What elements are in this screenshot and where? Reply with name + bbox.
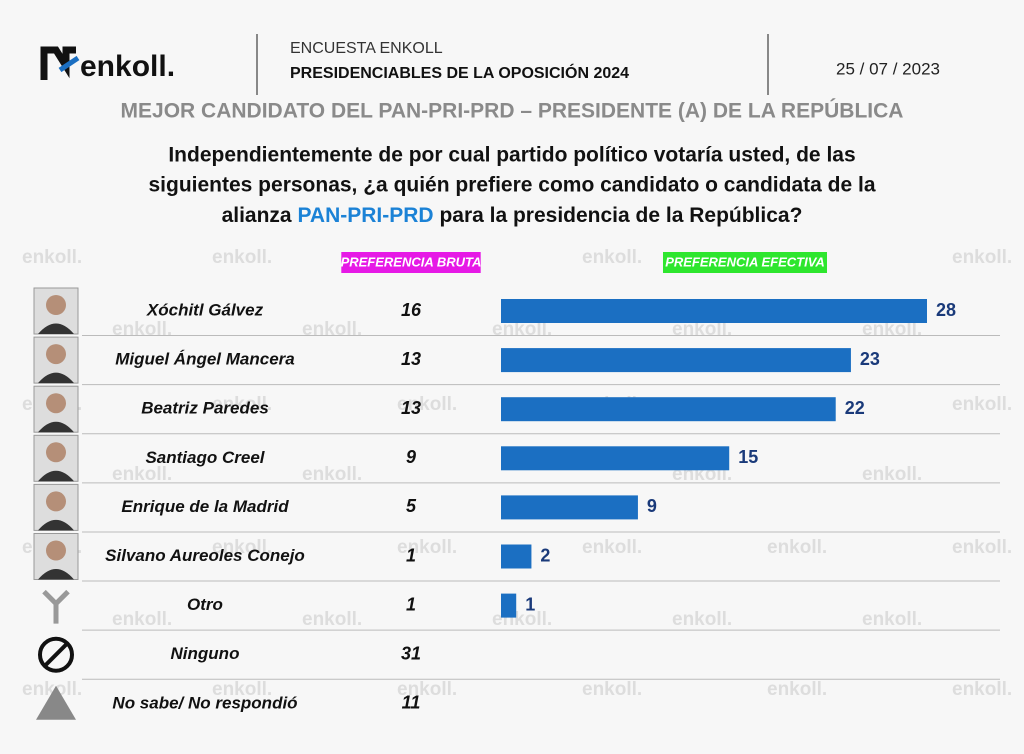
chart-title: MEJOR CANDIDATO DEL PAN-PRI-PRD – PRESID… (121, 99, 904, 123)
avatar-head (46, 295, 66, 315)
avatar-body (38, 421, 74, 433)
bar (501, 544, 532, 569)
watermark: enkoll. (397, 394, 457, 415)
avatar-body (38, 372, 74, 384)
bar (501, 397, 836, 422)
watermark: enkoll. (672, 319, 732, 340)
watermark: enkoll. (582, 537, 642, 558)
watermark: enkoll. (212, 679, 272, 700)
question-part: alianza (222, 204, 292, 227)
category-label: Ninguno (171, 644, 240, 663)
watermark: enkoll. (212, 247, 272, 268)
header-title: PRESIDENCIABLES DE LA OPOSICIÓN 2024 (290, 63, 629, 82)
watermark: enkoll. (212, 537, 272, 558)
watermark: enkoll. (582, 679, 642, 700)
watermark: enkoll. (767, 537, 827, 558)
bar-label: 15 (738, 447, 758, 467)
icon-unknown (36, 685, 76, 720)
question-line: Independientemente de por cual partido p… (168, 144, 855, 167)
question-part: para la presidencia de la República? (439, 204, 802, 227)
value-text: 16 (401, 300, 422, 320)
category-label: Silvano Aureoles Conejo (105, 546, 305, 565)
watermark: enkoll. (22, 679, 82, 700)
watermark: enkoll. (952, 247, 1012, 268)
category-label: Otro (187, 595, 223, 614)
watermark: enkoll. (302, 319, 362, 340)
icon-none (38, 636, 74, 673)
watermark: enkoll. (862, 464, 922, 485)
watermark: enkoll. (112, 464, 172, 485)
value-text: 13 (401, 398, 421, 418)
category-label: Xóchitl Gálvez (146, 300, 264, 319)
avatar-head (46, 344, 66, 365)
bar (501, 348, 851, 373)
avatar-head (46, 442, 66, 463)
watermark: enkoll. (862, 609, 922, 630)
logo-accent (58, 55, 80, 73)
icon-arrows (42, 589, 70, 624)
bar (501, 299, 927, 323)
legend-label: PREFERENCIA BRUTA (341, 254, 482, 269)
watermark: enkoll. (112, 319, 172, 340)
question-line: alianza PAN-PRI-PRD para la presidencia … (222, 204, 803, 227)
avatar-body (38, 569, 74, 580)
value-text: 31 (401, 643, 421, 663)
avatar-head (46, 540, 66, 561)
bar (501, 446, 730, 471)
question-line: siguientes personas, ¿a quién prefiere c… (148, 174, 875, 197)
category-label: Enrique de la Madrid (121, 497, 289, 516)
watermark: enkoll. (397, 679, 457, 700)
bar-label: 23 (860, 349, 880, 369)
bar-label: 28 (936, 300, 956, 320)
watermark: enkoll. (492, 319, 552, 340)
legend-label: PREFERENCIA EFECTIVA (665, 254, 825, 269)
bar-label: 2 (540, 545, 550, 565)
value-text: 1 (406, 594, 416, 614)
bar-label: 22 (845, 398, 865, 418)
watermark: enkoll. (112, 609, 172, 630)
value-text: 5 (406, 496, 417, 516)
watermark: enkoll. (672, 609, 732, 630)
category-label: Miguel Ángel Mancera (115, 350, 294, 369)
category-label: Santiago Creel (145, 448, 265, 467)
watermark: enkoll. (22, 247, 82, 268)
bar (501, 495, 638, 520)
logo-text: enkoll. (80, 50, 175, 83)
watermark: enkoll. (302, 464, 362, 485)
watermark: enkoll. (302, 609, 362, 630)
avatar-body (38, 323, 74, 334)
watermark: enkoll. (862, 319, 922, 340)
avatar-head (46, 491, 66, 512)
legend-swatch (341, 252, 481, 273)
value-text: 13 (401, 349, 421, 369)
bar-label: 1 (525, 594, 535, 614)
watermark: enkoll. (952, 394, 1012, 415)
avatar-body (38, 519, 74, 531)
legend-swatch (663, 252, 827, 273)
watermark: enkoll. (767, 679, 827, 700)
category-label: Beatriz Paredes (141, 399, 269, 418)
watermark: enkoll. (952, 537, 1012, 558)
date: 25 / 07 / 2023 (836, 59, 940, 78)
category-label: No sabe/ No respondió (112, 693, 297, 712)
bar-label: 9 (647, 496, 657, 516)
value-text: 9 (406, 447, 416, 467)
value-text: 1 (406, 545, 416, 565)
avatar-body (38, 470, 74, 482)
watermark: enkoll. (397, 537, 457, 558)
icon-none-slash (43, 642, 69, 668)
watermark: enkoll. (582, 247, 642, 268)
logo-mark (40, 46, 76, 80)
avatar-head (46, 393, 66, 414)
watermark: enkoll. (952, 679, 1012, 700)
survey-label: ENCUESTA ENKOLL (290, 40, 443, 57)
question-highlight: PAN-PRI-PRD (297, 204, 433, 227)
chart: PREFERENCIA BRUTA PREFERENCIA EFECTIVA Xóc… (33, 252, 1000, 720)
bar (501, 593, 517, 618)
value-text: 11 (402, 693, 421, 713)
watermark: enkoll. (212, 394, 272, 415)
